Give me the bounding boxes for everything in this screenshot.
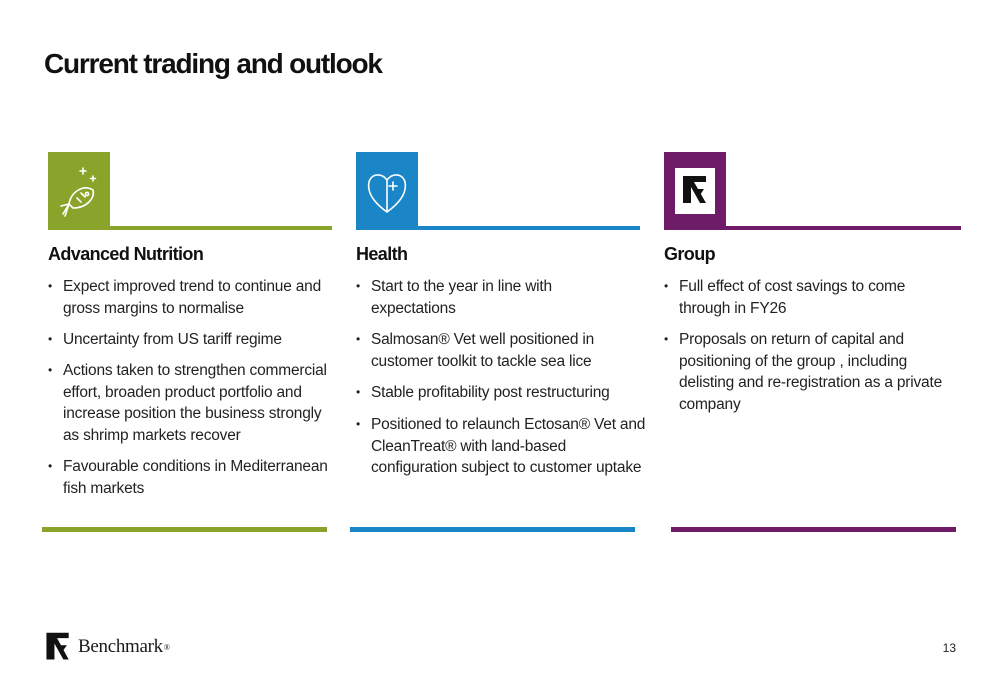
bullet-item: Proposals on return of capital and posit… <box>664 329 964 415</box>
column-health: Health Start to the year in line with ex… <box>356 152 645 476</box>
page-title: Current trading and outlook <box>44 48 383 79</box>
bullet-item: Stable profitability post restructuring <box>356 382 641 404</box>
group-top-rule <box>664 226 961 230</box>
advanced-nutrition-heading: Advanced Nutrition <box>48 244 204 264</box>
bullet-item: Uncertainty from US tariff regime <box>48 329 333 351</box>
brand-name: Benchmark <box>78 636 163 657</box>
fish-icon <box>60 167 97 217</box>
advanced-nutrition-top-rule <box>48 226 332 230</box>
group-icon-inner <box>675 168 715 214</box>
health-top-rule <box>356 226 640 230</box>
bullet-item: Full effect of cost savings to come thro… <box>664 276 929 319</box>
group-bottom-rule <box>671 527 956 532</box>
benchmark-logo-mark <box>46 632 69 660</box>
bullet-item: Actions taken to strengthen commercial e… <box>48 360 337 446</box>
group-heading: Group <box>664 244 716 264</box>
column-group: Group Full effect of cost savings to com… <box>664 152 961 413</box>
benchmark-logo-icon <box>683 176 706 203</box>
brand-registered-mark: ® <box>163 642 170 652</box>
advanced-nutrition-bottom-rule <box>42 527 327 532</box>
footer-logo: Benchmark ® <box>44 631 170 663</box>
health-heading: Health <box>356 244 408 264</box>
page-number: 13 <box>942 641 956 655</box>
bullet-item: Start to the year in line with expectati… <box>356 276 571 319</box>
bullet-item: Favourable conditions in Mediterranean f… <box>48 456 337 499</box>
bullet-item: Expect improved trend to continue and gr… <box>48 276 333 319</box>
health-bottom-rule <box>350 527 635 532</box>
heart-plus-icon <box>367 174 407 213</box>
health-icon-tile <box>356 152 418 230</box>
bullet-item: Salmosan® Vet well positioned in custome… <box>356 329 616 372</box>
column-advanced-nutrition: Advanced Nutrition Expect improved trend… <box>48 152 332 497</box>
advanced-nutrition-icon-tile <box>48 152 110 230</box>
group-icon-tile <box>664 152 726 230</box>
bullet-item: Positioned to relaunch Ectosan® Vet and … <box>356 414 651 479</box>
